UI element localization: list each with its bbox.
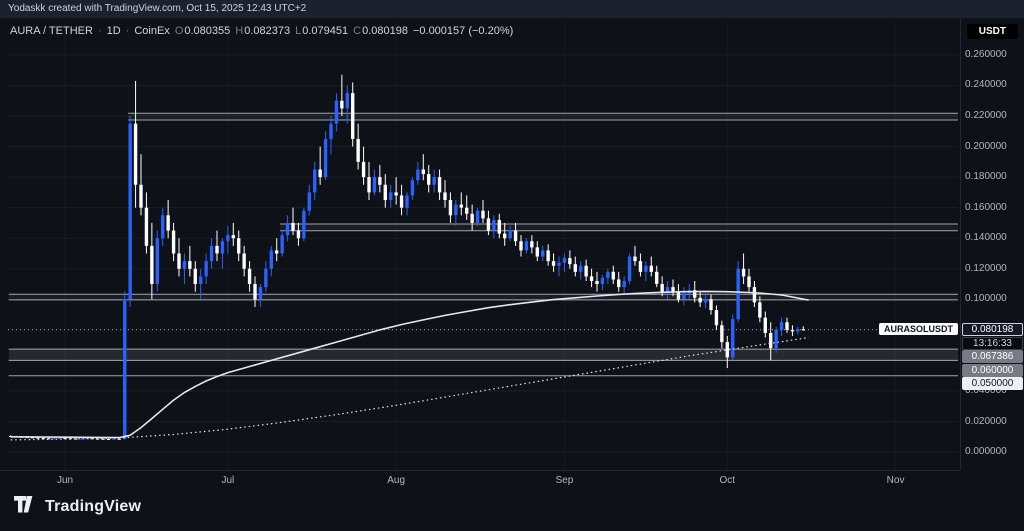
price-tick-label: 0.100000: [965, 293, 1007, 305]
exchange-label: CoinEx: [134, 25, 170, 37]
grid-lines: [8, 23, 958, 470]
price-tick-label: 0.160000: [965, 201, 1007, 213]
symbol-title[interactable]: AURA / TETHER: [10, 25, 93, 37]
support-resistance-zones: [8, 113, 959, 361]
time-axis[interactable]: Jun Jul Aug Sep Oct Nov: [0, 470, 960, 490]
attribution-bar: Yodaskk created with TradingView.com, Oc…: [0, 0, 1024, 18]
level-price-label: 0.067386: [962, 350, 1023, 364]
tradingview-logo-icon: [14, 496, 38, 518]
price-tick-label: 0.000000: [965, 446, 1007, 458]
month-label: Aug: [387, 475, 406, 486]
price-tick-label: 0.120000: [965, 262, 1007, 274]
price-tick-label: 0.140000: [965, 232, 1007, 244]
tradingview-wordmark: TradingView: [45, 498, 142, 515]
level-price-label: 0.050000: [962, 377, 1023, 391]
level-price-label: 0.060000: [962, 363, 1023, 377]
ohlc-close: C 0.080198: [353, 25, 408, 37]
legend-separator: ·: [97, 25, 102, 37]
month-label: Jul: [221, 475, 235, 486]
price-line-symbol-label: AURASOLUSDT: [879, 323, 958, 335]
tradingview-logo[interactable]: TradingView: [14, 496, 141, 518]
month-label: Sep: [555, 475, 574, 486]
moving-average-dotted-line: [10, 336, 809, 441]
price-tick-label: 0.040000: [965, 384, 1007, 396]
last-price-label: 0.080198: [962, 323, 1023, 337]
support-resistance-lines[interactable]: [8, 112, 958, 377]
month-label: Jun: [56, 475, 74, 486]
ohlc-open: O 0.080355: [174, 25, 231, 37]
countdown-label: 13:16:33: [962, 336, 1023, 350]
price-tick-label: 0.260000: [965, 48, 1007, 60]
currency-toggle-usdt[interactable]: USDT: [966, 24, 1018, 39]
price-tick-label: 0.240000: [965, 79, 1007, 91]
change-value: −0.000157 (−0.20%): [412, 25, 514, 37]
price-tick-label: 0.220000: [965, 110, 1007, 122]
ohlc-low: L 0.079451: [295, 25, 349, 37]
candlestick-series: [9, 74, 805, 440]
price-tick-label: 0.180000: [965, 171, 1007, 183]
price-tick-label: 0.200000: [965, 140, 1007, 152]
moving-average-solid-line: [10, 290, 809, 439]
price-axis[interactable]: 0.000000 0.020000 0.040000 0.100000 0.120000…: [960, 18, 1024, 470]
month-label: Oct: [719, 475, 736, 486]
interval-label[interactable]: 1D: [106, 25, 121, 37]
ohlc-high: H 0.082373: [235, 25, 291, 37]
month-label: Nov: [886, 475, 905, 486]
price-tick-label: 0.020000: [965, 415, 1007, 427]
attribution-text: Yodaskk created with TradingView.com, Oc…: [8, 3, 307, 14]
legend-separator: ·: [125, 25, 130, 37]
